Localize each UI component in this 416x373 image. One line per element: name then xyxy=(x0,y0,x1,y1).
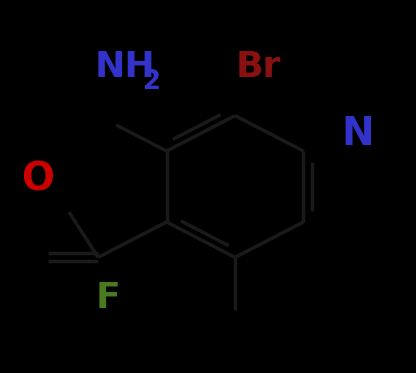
Text: 2: 2 xyxy=(143,69,161,95)
Text: NH: NH xyxy=(94,50,155,84)
Text: F: F xyxy=(96,281,121,316)
Text: Br: Br xyxy=(235,50,281,84)
Text: O: O xyxy=(21,160,54,198)
Text: N: N xyxy=(342,115,374,153)
